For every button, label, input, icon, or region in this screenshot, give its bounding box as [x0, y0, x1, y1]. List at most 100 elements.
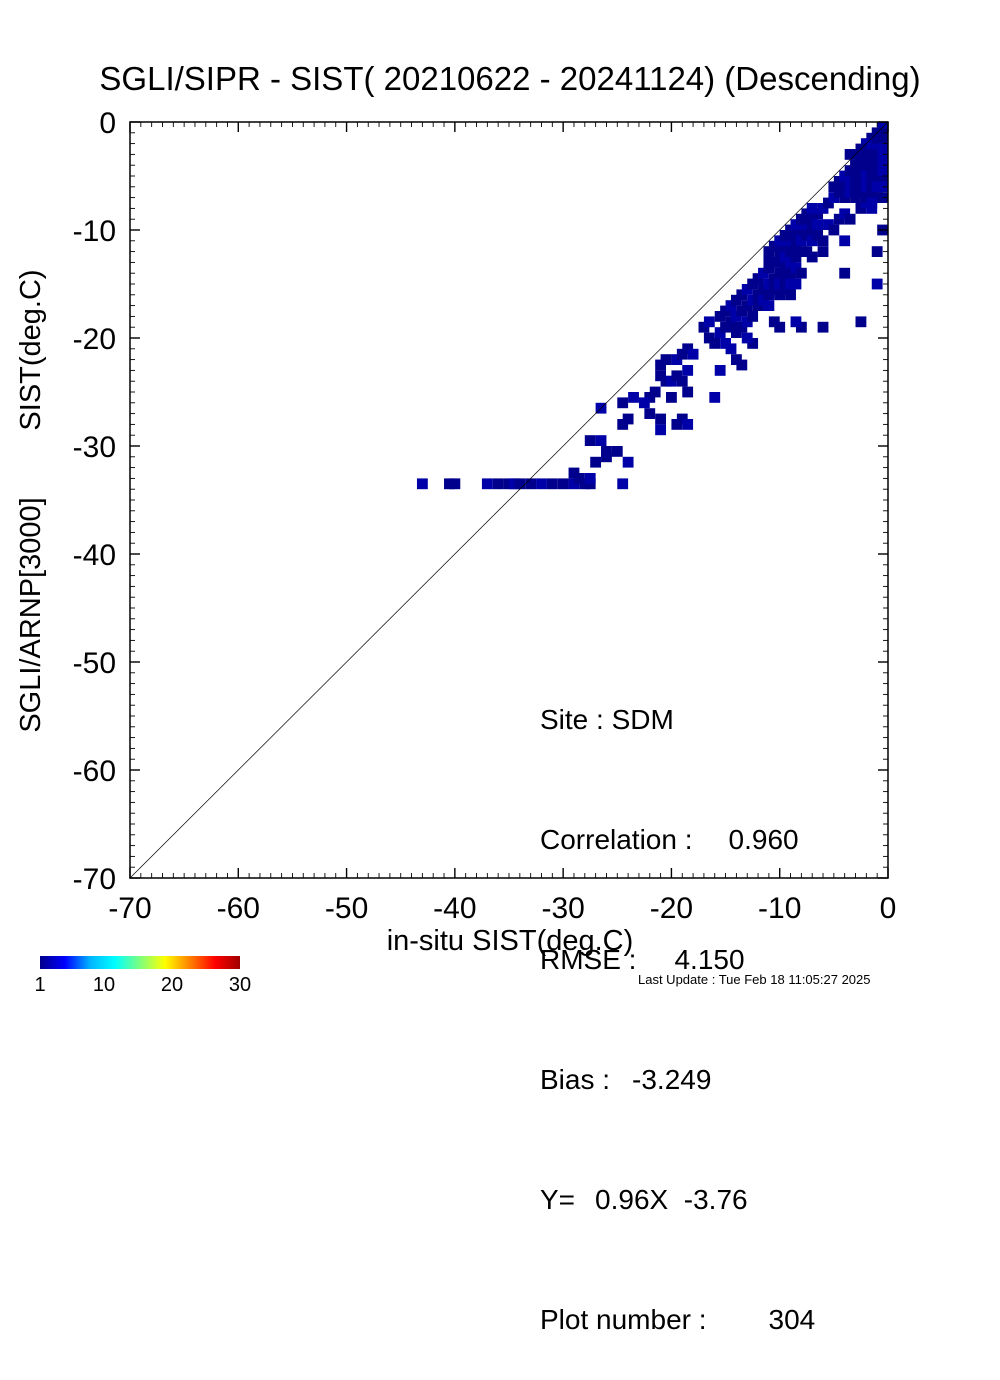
density-cell — [817, 235, 829, 247]
density-cell — [747, 294, 759, 306]
density-cell — [660, 354, 672, 365]
density-cell — [806, 235, 818, 247]
density-cell — [877, 154, 888, 166]
density-cell — [871, 278, 883, 290]
density-cell — [590, 456, 602, 468]
density-cell — [779, 262, 791, 274]
density-cell — [617, 478, 629, 490]
plot-number-row: Plot number : 304 — [540, 1300, 815, 1340]
density-cell — [828, 224, 840, 236]
density-cell — [611, 446, 623, 457]
density-cell — [703, 316, 715, 328]
density-cell — [839, 192, 851, 203]
density-cell — [774, 235, 786, 247]
density-cell — [741, 284, 753, 295]
density-cell — [768, 240, 780, 252]
plot-number-value: 304 — [768, 1304, 816, 1335]
density-cell — [557, 478, 569, 490]
density-cell — [801, 230, 813, 241]
x-tick-label: -60 — [217, 892, 260, 925]
plot-number-label: Plot number : — [540, 1304, 707, 1335]
density-cell — [779, 240, 791, 252]
density-cell — [871, 246, 883, 257]
y-tick-label: -30 — [73, 431, 116, 464]
density-cell — [871, 181, 883, 193]
x-tick-label: -40 — [433, 892, 476, 925]
density-cell — [671, 354, 683, 365]
density-cell — [514, 478, 526, 490]
density-cell — [812, 219, 824, 230]
rmse-value: 4.150 — [674, 944, 745, 975]
density-cell — [601, 446, 612, 457]
rmse-label: RMSE : — [540, 944, 637, 975]
density-cell — [682, 343, 694, 355]
density-cell — [785, 289, 796, 301]
density-cell — [877, 181, 888, 193]
x-axis-label: in-situ SIST(deg.C) — [387, 925, 634, 957]
density-cell — [817, 321, 829, 333]
density-cell — [768, 316, 780, 328]
density-cell — [877, 165, 888, 176]
density-cell — [682, 419, 694, 430]
y-tick-label: -40 — [73, 539, 116, 572]
density-cell — [584, 435, 596, 446]
density-cell — [573, 473, 585, 484]
y-tick-label: 0 — [99, 107, 116, 140]
y-tick-label: -50 — [73, 647, 116, 680]
density-cell — [779, 273, 791, 284]
density-cell — [617, 397, 629, 409]
y-tick-label: -10 — [73, 215, 116, 248]
density-cell — [779, 284, 791, 295]
regression-label: Y= — [540, 1184, 576, 1215]
density-cell — [666, 392, 677, 403]
correlation-value: 0.960 — [728, 824, 799, 855]
density-cell — [795, 213, 807, 225]
density-cell — [741, 332, 753, 344]
density-cell — [709, 392, 721, 403]
density-cell — [747, 311, 759, 322]
density-cell — [763, 300, 775, 311]
correlation-row: Correlation : 0.960 — [540, 820, 815, 860]
correlation-label: Correlation : — [540, 824, 693, 855]
bias-value: -3.249 — [632, 1064, 712, 1095]
density-cell — [866, 176, 878, 187]
x-tick-label: -70 — [108, 892, 151, 925]
density-cell — [655, 413, 667, 425]
density-cell — [801, 246, 813, 257]
density-cell — [676, 375, 688, 387]
bias-row: Bias : -3.249 — [540, 1060, 815, 1100]
one-to-one-line — [129, 121, 889, 879]
density-cell — [839, 267, 851, 279]
last-update-text: Last Update : Tue Feb 18 11:05:27 2025 — [638, 972, 871, 987]
density-cell — [877, 132, 888, 144]
colorbar-tick: 1 — [34, 974, 46, 996]
density-cell — [806, 224, 818, 236]
colorbar — [40, 956, 240, 969]
density-cell — [774, 257, 786, 268]
density-cell — [655, 424, 667, 436]
density-cell — [839, 208, 851, 220]
density-cell — [833, 213, 845, 225]
density-cell — [546, 478, 558, 490]
density-cell — [877, 127, 888, 139]
density-cell — [844, 213, 856, 225]
axis-ticks — [129, 121, 889, 879]
density-cell — [779, 230, 791, 241]
bias-label: Bias : — [540, 1064, 611, 1095]
density-cell — [774, 278, 786, 290]
x-tick-label: -50 — [325, 892, 368, 925]
density-cell — [763, 257, 775, 268]
density-cell — [839, 235, 851, 247]
density-cell — [622, 456, 634, 468]
site-text: Site : SDM — [540, 704, 674, 735]
density-cell — [774, 289, 786, 301]
density-cell — [584, 473, 596, 484]
density-cell — [525, 478, 537, 490]
density-cells — [416, 122, 888, 490]
density-cell — [481, 478, 493, 490]
density-cell — [725, 300, 737, 311]
x-tick-label: -10 — [758, 892, 801, 925]
density-cell — [855, 316, 867, 328]
density-cell — [752, 300, 764, 311]
x-tick-label: -30 — [541, 892, 584, 925]
